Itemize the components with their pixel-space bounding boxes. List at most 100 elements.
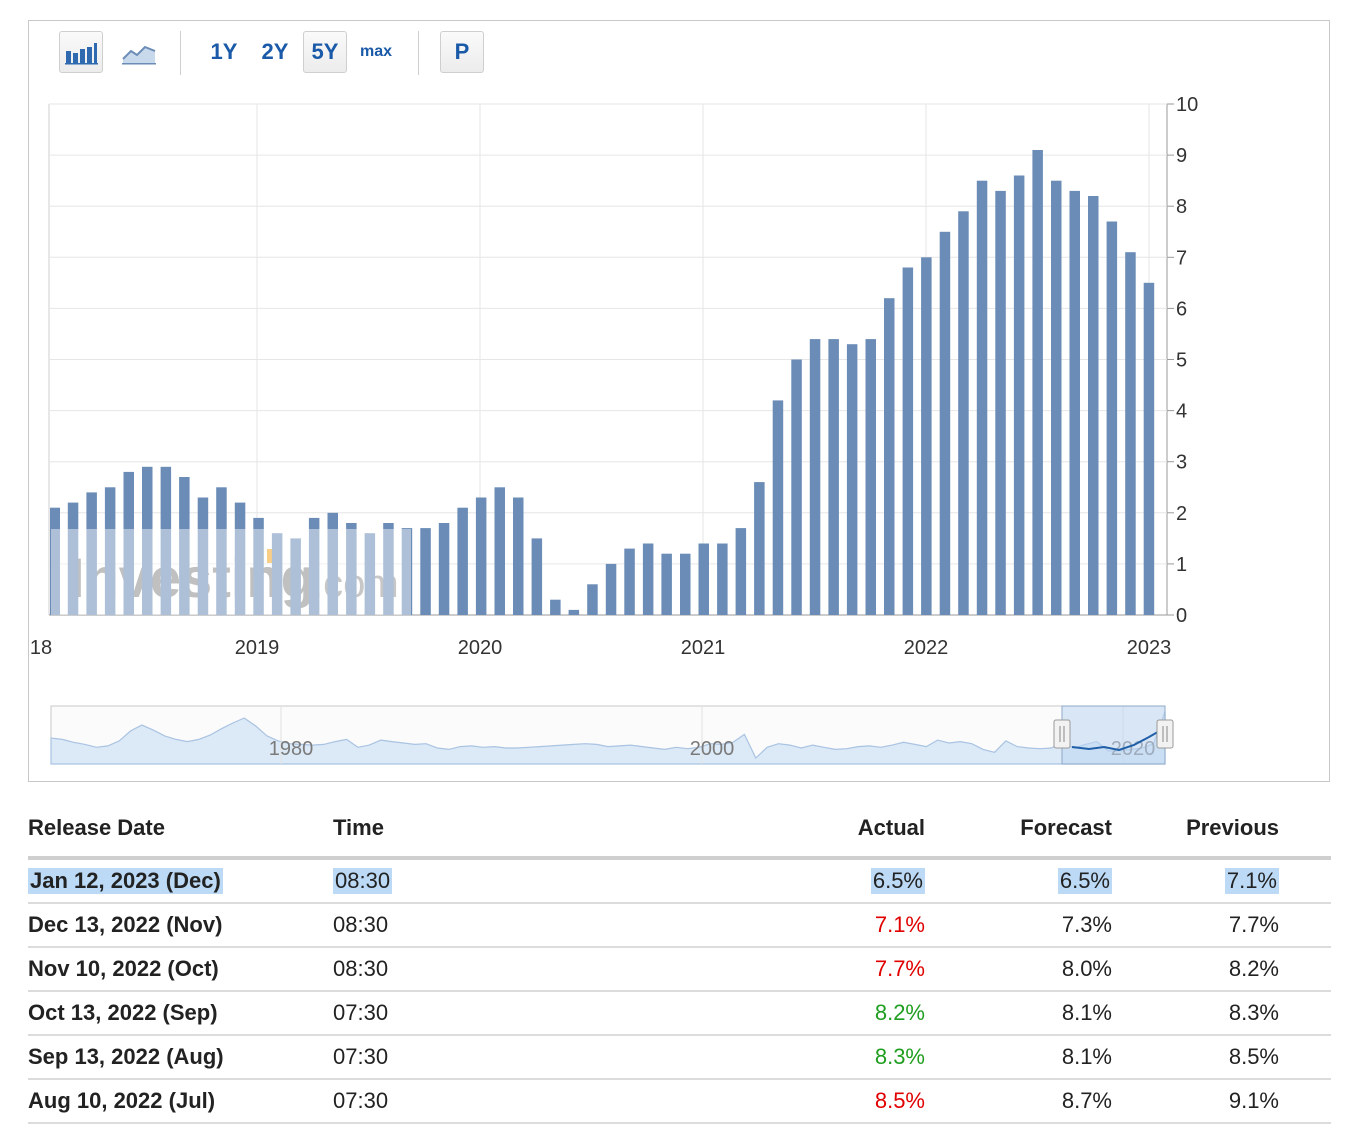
navigator-handle[interactable] (1053, 719, 1071, 749)
chart-bar[interactable] (160, 466, 172, 615)
range-1y-button[interactable]: 1Y (210, 39, 238, 64)
header-actual[interactable]: Actual (857, 815, 925, 840)
table-row[interactable]: Nov 10, 2022 (Oct) 08:30 7.7% 8.0% 8.2% (28, 948, 1331, 992)
chart-bar[interactable] (884, 298, 895, 615)
navigator-handle[interactable] (1156, 719, 1174, 749)
chart-bar[interactable] (271, 533, 283, 615)
range-navigator[interactable]: 198020002020 (50, 705, 1174, 765)
chart-bar[interactable] (921, 257, 932, 615)
chart-bar[interactable] (865, 339, 877, 615)
chart-bar[interactable] (420, 528, 431, 615)
chart-bar[interactable] (383, 523, 394, 615)
chart-bar[interactable] (698, 543, 710, 616)
chart-bar[interactable] (1013, 175, 1025, 616)
time-cell-text: 07:30 (333, 1088, 389, 1113)
chart-bar[interactable] (86, 492, 97, 615)
release-date-cell-text: Nov 10, 2022 (Oct) (28, 956, 219, 981)
chart-bar[interactable] (438, 523, 450, 615)
chart-bar[interactable] (809, 339, 821, 615)
chart-bar[interactable] (216, 487, 227, 616)
table-row[interactable]: Jan 12, 2023 (Dec) 08:30 6.5% 6.5% 7.1% (28, 860, 1331, 904)
forecast-cell: 8.1% (1062, 992, 1112, 1034)
range-max-button[interactable]: max (359, 43, 393, 60)
chart-bar[interactable] (568, 609, 580, 615)
chart-bar[interactable] (605, 563, 617, 615)
header-release-date[interactable]: Release Date (28, 815, 165, 840)
chart-bar[interactable] (364, 533, 376, 615)
chart-bar[interactable] (1032, 150, 1043, 615)
release-date-cell-text: Oct 13, 2022 (Sep) (28, 1000, 218, 1025)
header-forecast[interactable]: Forecast (1020, 815, 1112, 840)
chart-bar[interactable] (494, 487, 506, 616)
header-time[interactable]: Time (333, 815, 384, 840)
chart-bar[interactable] (457, 507, 468, 615)
chart-bar[interactable] (401, 528, 413, 615)
y-tick-label: 2 (1176, 503, 1187, 525)
chart-bar[interactable] (939, 231, 951, 616)
chart-bar[interactable] (475, 497, 487, 616)
p-button[interactable]: P (440, 31, 484, 73)
header-previous[interactable]: Previous (1186, 815, 1279, 840)
chart-bar[interactable] (772, 400, 784, 615)
chart-bar[interactable] (624, 548, 635, 615)
table-row[interactable]: Sep 13, 2022 (Aug) 07:30 8.3% 8.1% 8.5% (28, 1036, 1331, 1080)
chart-bar[interactable] (902, 267, 914, 616)
line-chart-toggle[interactable] (117, 31, 161, 73)
chart-bar[interactable] (717, 543, 728, 616)
chart-bar[interactable] (550, 599, 561, 615)
chart-bar[interactable] (642, 543, 654, 616)
chart-bar[interactable] (253, 517, 264, 615)
time-cell-text: 07:30 (333, 1000, 389, 1025)
table-row[interactable]: Oct 13, 2022 (Sep) 07:30 8.2% 8.1% 8.3% (28, 992, 1331, 1036)
previous-cell: 7.1% (1224, 860, 1279, 902)
chart-bar[interactable] (828, 339, 839, 615)
table-row[interactable]: Aug 10, 2022 (Jul) 07:30 8.5% 8.7% 9.1% (28, 1080, 1331, 1124)
chart-bar[interactable] (1088, 196, 1099, 615)
range-2y-button[interactable]: 2Y (261, 39, 289, 64)
y-tick-label: 7 (1176, 247, 1187, 269)
chart-bar[interactable] (327, 512, 339, 615)
table-row[interactable]: Dec 13, 2022 (Nov) 08:30 7.1% 7.3% 7.7% (28, 904, 1331, 948)
chart-bar[interactable] (104, 487, 116, 616)
chart-bar[interactable] (346, 523, 357, 615)
chart-bar[interactable] (67, 502, 79, 615)
chart-bar[interactable] (308, 517, 320, 615)
chart-bar[interactable] (531, 538, 543, 615)
actual-cell: 8.2% (875, 992, 925, 1034)
chart-bar[interactable] (680, 553, 691, 615)
chart-bar[interactable] (754, 482, 765, 615)
chart-bar[interactable] (142, 466, 153, 615)
chart-bar[interactable] (995, 190, 1006, 615)
chart-bar[interactable] (179, 477, 190, 615)
chart-bar[interactable] (1125, 252, 1136, 615)
chart-bar[interactable] (1106, 221, 1118, 616)
chart-bar-partial[interactable] (50, 507, 60, 615)
chart-bar[interactable] (587, 584, 598, 615)
forecast-cell-text: 8.1% (1061, 1044, 1112, 1069)
previous-cell-text: 8.2% (1228, 956, 1279, 981)
navigator-selection[interactable] (1061, 705, 1166, 765)
chart-bar[interactable] (123, 471, 135, 615)
previous-cell-text: 8.5% (1228, 1044, 1279, 1069)
range-5y-button[interactable]: 5Y (303, 31, 347, 73)
chart-bar[interactable] (1143, 282, 1155, 615)
bar-chart-toggle[interactable] (59, 31, 103, 73)
chart-bar[interactable] (846, 344, 858, 615)
chart-bar[interactable] (661, 553, 672, 615)
actual-cell-text: 7.1% (874, 912, 925, 937)
chart-bar[interactable] (958, 211, 969, 616)
time-cell: 07:30 (333, 1080, 388, 1122)
chart-bar[interactable] (976, 180, 988, 615)
chart-bar[interactable] (791, 359, 802, 616)
navigator-tick-label: 2000 (690, 738, 735, 760)
chart-bar[interactable] (234, 502, 246, 615)
navigator-series (50, 711, 1166, 765)
chart-bar[interactable] (197, 497, 209, 616)
chart-bar[interactable] (513, 497, 524, 616)
chart-bar[interactable] (1069, 190, 1081, 615)
chart-bar[interactable] (1051, 180, 1062, 615)
chart-bar[interactable] (735, 528, 747, 615)
chart-bar[interactable] (290, 538, 301, 615)
actual-cell-text: 8.2% (874, 1000, 925, 1025)
